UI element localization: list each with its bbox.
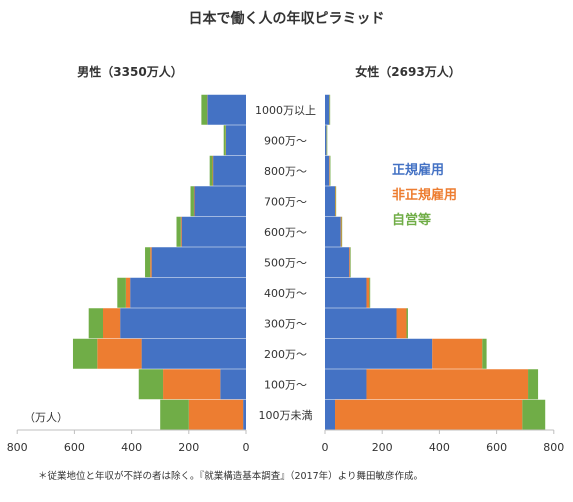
bar-women-segment bbox=[366, 369, 529, 400]
bar-men-segment bbox=[188, 399, 244, 430]
bar-women-segment bbox=[396, 308, 407, 339]
category-label: 700万～ bbox=[264, 195, 307, 208]
bar-men-segment bbox=[145, 247, 151, 278]
women-panel-title: 女性（2693万人） bbox=[355, 64, 460, 79]
bar-men-segment bbox=[138, 369, 164, 400]
bar-women-segment bbox=[325, 399, 336, 430]
bar-women-segment bbox=[349, 247, 351, 278]
bar-women-segment bbox=[325, 94, 330, 125]
x-tick-label: 0 bbox=[243, 441, 250, 454]
bar-women-segment bbox=[325, 186, 336, 217]
category-label: 600万～ bbox=[264, 226, 307, 239]
x-tick-label: 400 bbox=[429, 441, 450, 454]
bar-men-segment bbox=[141, 338, 246, 369]
x-tick-label: 200 bbox=[372, 441, 393, 454]
bar-men-segment bbox=[176, 216, 181, 247]
bar-women-segment bbox=[341, 216, 343, 247]
x-tick-label: 400 bbox=[121, 441, 142, 454]
bar-women-segment bbox=[335, 186, 337, 217]
x-tick-label: 600 bbox=[64, 441, 85, 454]
bar-men-segment bbox=[243, 399, 246, 430]
bar-women-segment bbox=[482, 338, 487, 369]
bar-men-segment bbox=[190, 186, 194, 217]
x-tick-label: 800 bbox=[7, 441, 28, 454]
bar-men-segment bbox=[88, 308, 103, 339]
bar-women-segment bbox=[432, 338, 483, 369]
bar-women-segment bbox=[329, 155, 331, 186]
bar-women-segment bbox=[325, 277, 367, 308]
x-tick-label: 600 bbox=[486, 441, 507, 454]
bar-men-segment bbox=[120, 308, 246, 339]
bar-men-segment bbox=[223, 125, 226, 156]
category-label: 100万未満 bbox=[259, 409, 313, 422]
bar-women-segment bbox=[329, 155, 330, 186]
category-label: 400万～ bbox=[264, 287, 307, 300]
bar-women-segment bbox=[369, 277, 371, 308]
x-tick-label: 0 bbox=[322, 441, 329, 454]
bar-women-segment bbox=[325, 125, 327, 156]
category-label: 500万～ bbox=[264, 256, 307, 269]
bar-women-segment bbox=[325, 308, 397, 339]
chart-title: 日本で働く人の年収ピラミッド bbox=[188, 11, 385, 27]
bar-men-segment bbox=[194, 186, 246, 217]
bar-women-segment bbox=[350, 247, 351, 278]
bar-men-segment bbox=[225, 125, 246, 156]
bar-men-segment bbox=[181, 216, 246, 247]
bar-women-segment bbox=[366, 277, 370, 308]
bar-men-segment bbox=[130, 277, 246, 308]
bar-women-segment bbox=[335, 186, 336, 217]
bar-women-segment bbox=[325, 216, 341, 247]
bar-men-segment bbox=[220, 369, 246, 400]
bar-women-segment bbox=[325, 247, 350, 278]
bar-women-segment bbox=[329, 94, 331, 125]
bar-men-segment bbox=[97, 338, 142, 369]
bar-men-segment bbox=[213, 155, 246, 186]
bar-men-segment bbox=[209, 155, 213, 186]
bar-men-segment bbox=[150, 247, 152, 278]
category-label: 100万～ bbox=[264, 378, 307, 391]
legend-item: 自営等 bbox=[392, 212, 431, 228]
bar-men-segment bbox=[163, 369, 221, 400]
bar-men-segment bbox=[193, 186, 195, 217]
unit-label: （万人） bbox=[24, 411, 68, 424]
x-tick-label: 800 bbox=[543, 441, 564, 454]
bar-women-segment bbox=[522, 399, 546, 430]
bar-men-segment bbox=[180, 216, 182, 247]
bar-men-segment bbox=[103, 308, 121, 339]
bar-women-segment bbox=[340, 216, 342, 247]
x-tick-label: 200 bbox=[178, 441, 199, 454]
bar-women-segment bbox=[325, 369, 367, 400]
bar-women-segment bbox=[335, 399, 523, 430]
bar-women-segment bbox=[325, 338, 433, 369]
bar-men-segment bbox=[201, 94, 208, 125]
bar-men-segment bbox=[125, 277, 131, 308]
legend-item: 非正規雇用 bbox=[392, 187, 457, 203]
category-label: 1000万以上 bbox=[255, 104, 316, 117]
bar-women-segment bbox=[406, 308, 408, 339]
bar-men-segment bbox=[72, 338, 98, 369]
bar-men-segment bbox=[151, 247, 246, 278]
bar-men-segment bbox=[160, 399, 189, 430]
bar-women-segment bbox=[528, 369, 539, 400]
bar-men-segment bbox=[207, 94, 246, 125]
bar-men-segment bbox=[212, 155, 214, 186]
legend-item: 正規雇用 bbox=[392, 162, 444, 178]
category-label: 200万～ bbox=[264, 348, 307, 361]
bar-women-segment bbox=[326, 125, 328, 156]
category-label: 900万～ bbox=[264, 134, 307, 147]
men-panel-title: 男性（3350万人） bbox=[77, 64, 182, 79]
footnote: ＊従業地位と年収が不詳の者は除く。『就業構造基本調査』（2017年）より舞田敏彦… bbox=[38, 471, 423, 482]
category-label: 800万～ bbox=[264, 165, 307, 178]
bar-men-segment bbox=[117, 277, 126, 308]
bar-women-segment bbox=[325, 155, 330, 186]
category-label: 300万～ bbox=[264, 317, 307, 330]
